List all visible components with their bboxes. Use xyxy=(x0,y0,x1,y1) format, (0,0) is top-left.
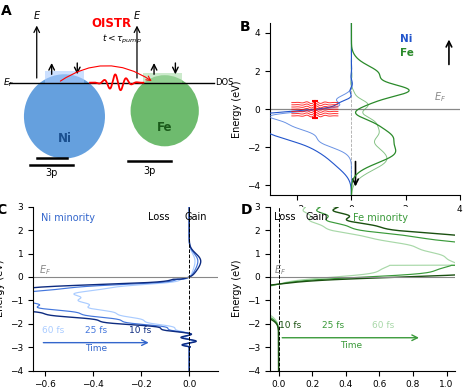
Text: Loss: Loss xyxy=(148,212,169,222)
Text: B: B xyxy=(240,20,250,34)
Text: 60 fs: 60 fs xyxy=(372,321,394,330)
Text: $E$: $E$ xyxy=(33,9,41,21)
Text: Time: Time xyxy=(340,340,363,349)
Text: OISTR: OISTR xyxy=(91,16,131,30)
Text: Gain: Gain xyxy=(305,212,328,222)
Text: $E_F$: $E_F$ xyxy=(2,76,14,89)
Text: $E_F$: $E_F$ xyxy=(274,263,286,277)
Text: Time: Time xyxy=(85,344,107,353)
Text: Gain: Gain xyxy=(185,212,207,222)
Text: 25 fs: 25 fs xyxy=(322,321,344,330)
Text: 10 fs: 10 fs xyxy=(279,321,301,330)
Text: D: D xyxy=(241,204,252,217)
Text: Ni: Ni xyxy=(57,132,72,145)
Ellipse shape xyxy=(24,74,105,158)
Text: Loss: Loss xyxy=(274,212,295,222)
Text: Ni minority: Ni minority xyxy=(41,213,95,223)
X-axis label: DOS (states/eV/spin): DOS (states/eV/spin) xyxy=(318,219,412,228)
Text: $t < \tau_{pump}$: $t < \tau_{pump}$ xyxy=(102,33,142,46)
Y-axis label: Energy (eV): Energy (eV) xyxy=(0,260,5,317)
FancyArrowPatch shape xyxy=(60,66,151,81)
Text: Ni: Ni xyxy=(400,34,412,44)
Text: 25 fs: 25 fs xyxy=(85,326,107,335)
Text: Fe minority: Fe minority xyxy=(353,213,409,223)
Text: A: A xyxy=(0,4,11,18)
Text: $E_F$: $E_F$ xyxy=(434,90,446,105)
Y-axis label: Energy (eV): Energy (eV) xyxy=(232,80,242,138)
Text: 60 fs: 60 fs xyxy=(43,326,64,335)
Bar xyxy=(143,73,182,83)
Text: 3p: 3p xyxy=(46,168,58,178)
Text: Fe: Fe xyxy=(157,121,173,134)
Text: C: C xyxy=(0,204,7,217)
Text: 10 fs: 10 fs xyxy=(129,326,152,335)
Text: DOS: DOS xyxy=(215,78,233,87)
Bar xyxy=(46,71,83,83)
Y-axis label: Energy (eV): Energy (eV) xyxy=(232,260,242,317)
Text: 3p: 3p xyxy=(144,167,156,176)
Text: Fe: Fe xyxy=(400,48,414,58)
Text: $E$: $E$ xyxy=(133,9,141,21)
Text: $E_F$: $E_F$ xyxy=(39,263,51,277)
Ellipse shape xyxy=(131,75,199,146)
